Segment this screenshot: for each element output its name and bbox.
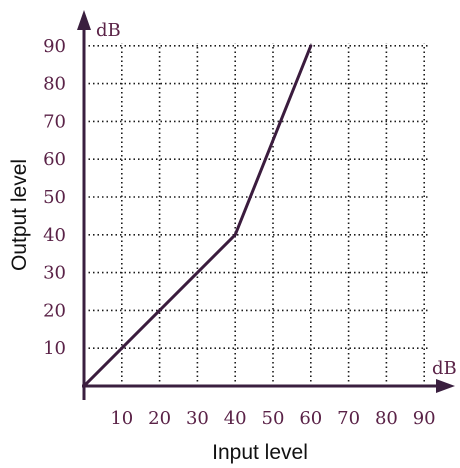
x-tick-label: 30: [186, 408, 209, 429]
x-tick-label: 60: [299, 408, 322, 429]
x-tick-label: 20: [148, 408, 171, 429]
x-tick-label: 40: [224, 408, 247, 429]
y-tick-label: 60: [43, 149, 66, 170]
y-axis-arrow-icon: [77, 10, 91, 30]
y-tick-label: 10: [43, 338, 66, 359]
x-tick-label: 70: [337, 408, 360, 429]
y-tick-label: 20: [43, 300, 66, 321]
y-tick-label: 70: [43, 111, 66, 132]
x-tick-label: 90: [413, 408, 436, 429]
y-axis-unit: dB: [96, 20, 121, 41]
x-tick-labels: 10 20 30 40 50 60 70 80 90: [110, 408, 435, 429]
y-tick-labels: 10 20 30 40 50 60 70 80 90: [43, 36, 66, 359]
y-tick-label: 30: [43, 263, 66, 284]
axes: [77, 10, 455, 400]
y-tick-label: 50: [43, 187, 66, 208]
series: [82, 44, 313, 388]
x-tick-label: 50: [262, 408, 285, 429]
y-axis-label: Output level: [8, 159, 31, 271]
x-tick-label: 80: [375, 408, 398, 429]
grid: [84, 43, 429, 386]
series-line-0: [82, 44, 313, 388]
x-tick-label: 10: [110, 408, 133, 429]
x-axis-arrow-icon: [436, 379, 455, 393]
x-axis-unit: dB: [432, 358, 457, 379]
y-tick-label: 90: [43, 36, 66, 57]
y-tick-label: 40: [43, 225, 66, 246]
x-axis-label: Input level: [212, 441, 308, 464]
y-tick-label: 80: [43, 74, 66, 95]
